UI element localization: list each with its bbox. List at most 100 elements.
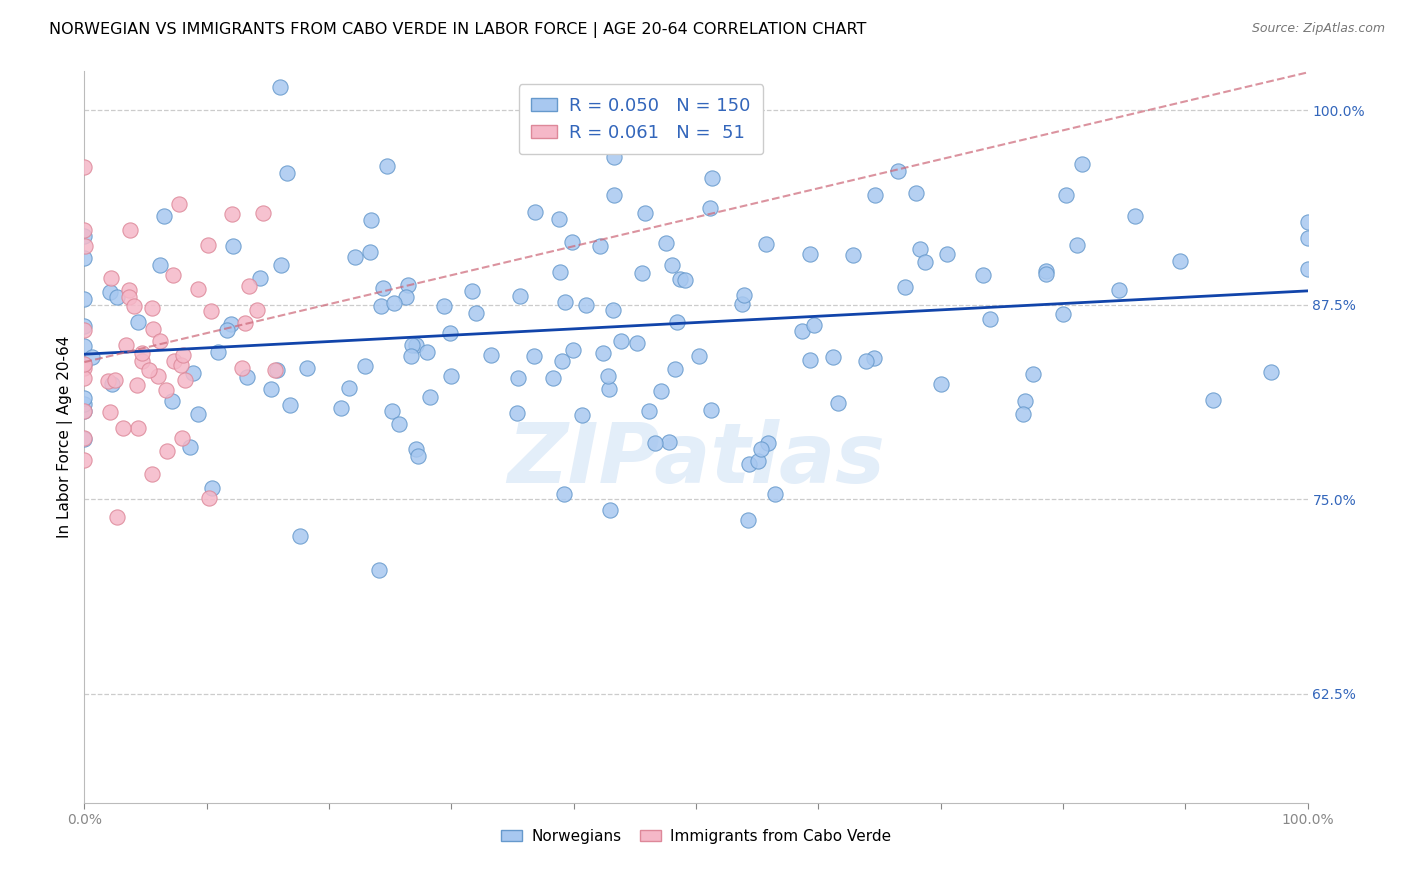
Text: Source: ZipAtlas.com: Source: ZipAtlas.com: [1251, 22, 1385, 36]
Point: [523, 349, 546, 363]
Point: [156, 443, 179, 458]
Point: [865, 188, 887, 202]
Point: [599, 502, 621, 516]
Point: [354, 359, 377, 373]
Point: [163, 353, 186, 368]
Point: [700, 170, 723, 185]
Point: [550, 354, 572, 368]
Point: [172, 431, 194, 445]
Point: [105, 510, 128, 524]
Point: [73, 292, 96, 306]
Point: [1108, 283, 1130, 297]
Text: NORWEGIAN VS IMMIGRANTS FROM CABO VERDE IN LABOR FORCE | AGE 20-64 CORRELATION C: NORWEGIAN VS IMMIGRANTS FROM CABO VERDE …: [49, 22, 866, 38]
Point: [105, 289, 128, 303]
Point: [360, 212, 382, 227]
Point: [929, 376, 952, 391]
Y-axis label: In Labor Force | Age 20-64: In Labor Force | Age 20-64: [58, 336, 73, 538]
Point: [523, 205, 546, 219]
Point: [664, 362, 686, 376]
Point: [1021, 367, 1043, 381]
Point: [756, 436, 779, 450]
Point: [122, 299, 145, 313]
Point: [401, 338, 423, 352]
Point: [548, 265, 571, 279]
Point: [187, 407, 209, 421]
Point: [246, 303, 269, 318]
Point: [98, 405, 121, 419]
Point: [236, 369, 259, 384]
Point: [73, 339, 96, 353]
Point: [650, 384, 672, 398]
Point: [508, 370, 530, 384]
Point: [914, 255, 936, 269]
Point: [395, 290, 418, 304]
Point: [669, 272, 692, 286]
Point: [842, 248, 865, 262]
Point: [405, 442, 427, 456]
Point: [179, 440, 201, 454]
Point: [359, 245, 381, 260]
Point: [598, 382, 620, 396]
Point: [644, 436, 666, 450]
Point: [509, 289, 531, 303]
Point: [73, 404, 96, 418]
Point: [169, 196, 191, 211]
Point: [408, 449, 430, 463]
Point: [73, 453, 96, 467]
Point: [887, 164, 910, 178]
Point: [747, 453, 769, 467]
Point: [460, 285, 482, 299]
Point: [264, 363, 287, 377]
Point: [115, 337, 138, 351]
Point: [101, 377, 124, 392]
Point: [626, 335, 648, 350]
Point: [152, 209, 174, 223]
Point: [200, 303, 222, 318]
Point: [894, 280, 917, 294]
Point: [260, 382, 283, 396]
Point: [634, 206, 657, 220]
Point: [737, 513, 759, 527]
Point: [603, 150, 626, 164]
Point: [382, 296, 405, 310]
Point: [75, 239, 97, 253]
Point: [541, 370, 564, 384]
Point: [170, 359, 193, 373]
Point: [1260, 365, 1282, 379]
Point: [1052, 306, 1074, 320]
Point: [433, 299, 456, 313]
Point: [370, 299, 392, 313]
Point: [1125, 209, 1147, 223]
Point: [266, 363, 288, 377]
Point: [149, 334, 172, 349]
Point: [73, 252, 96, 266]
Point: [148, 369, 170, 384]
Point: [610, 334, 633, 349]
Point: [700, 403, 723, 417]
Point: [217, 323, 239, 337]
Point: [249, 271, 271, 285]
Point: [73, 357, 96, 371]
Point: [233, 316, 256, 330]
Point: [803, 318, 825, 332]
Point: [73, 223, 96, 237]
Point: [142, 322, 165, 336]
Point: [73, 323, 96, 337]
Point: [381, 404, 404, 418]
Point: [763, 486, 786, 500]
Point: [162, 268, 184, 283]
Point: [1012, 408, 1035, 422]
Point: [73, 397, 96, 411]
Point: [855, 354, 877, 368]
Point: [401, 349, 423, 363]
Point: [589, 239, 612, 253]
Point: [73, 431, 96, 445]
Point: [118, 283, 141, 297]
Point: [1296, 230, 1319, 244]
Point: [73, 404, 96, 418]
Point: [935, 246, 957, 260]
Point: [337, 381, 360, 395]
Point: [187, 283, 209, 297]
Point: [138, 362, 160, 376]
Point: [221, 207, 243, 221]
